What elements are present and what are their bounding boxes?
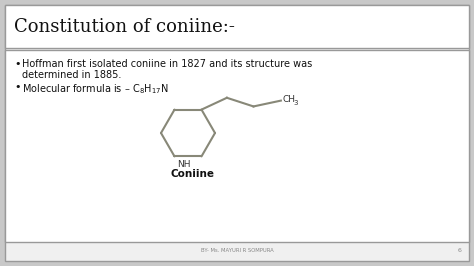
Text: Coniine: Coniine xyxy=(171,169,215,179)
FancyBboxPatch shape xyxy=(5,50,469,242)
Text: Hoffman first isolated coniine in 1827 and its structure was: Hoffman first isolated coniine in 1827 a… xyxy=(22,59,312,69)
Text: 6: 6 xyxy=(458,248,462,253)
Text: •: • xyxy=(14,59,20,69)
Text: Molecular formula is – $\mathrm{C_8H_{17}N}$: Molecular formula is – $\mathrm{C_8H_{17… xyxy=(22,82,168,96)
FancyBboxPatch shape xyxy=(5,5,469,48)
Text: 3: 3 xyxy=(294,99,299,106)
Text: determined in 1885.: determined in 1885. xyxy=(22,70,121,80)
FancyBboxPatch shape xyxy=(5,5,469,261)
Text: Constitution of coniine:-: Constitution of coniine:- xyxy=(14,18,235,36)
Text: BY- Ms. MAYURI R SOMPURA: BY- Ms. MAYURI R SOMPURA xyxy=(201,248,273,253)
Text: CH: CH xyxy=(283,95,296,104)
Text: •: • xyxy=(14,82,20,92)
Text: NH: NH xyxy=(177,160,191,169)
